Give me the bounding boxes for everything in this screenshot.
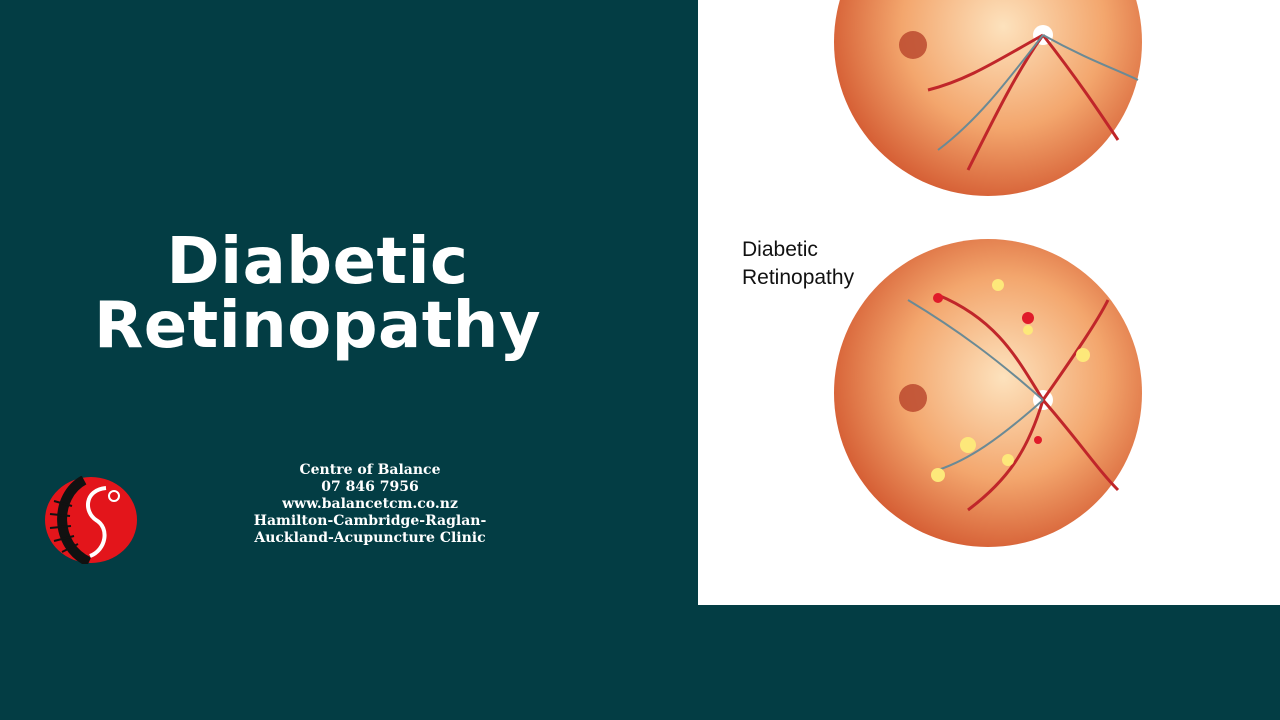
retina-illustration	[834, 0, 1142, 547]
locations: Hamilton-Cambridge-Raglan-	[253, 513, 487, 529]
dragon-logo	[45, 476, 137, 564]
clinic-name: Centre of Balance	[299, 462, 441, 478]
locations-cont: Auckland-Acupuncture Clinic	[254, 530, 486, 546]
label-line-1: Diabetic	[742, 238, 818, 261]
healthy-retina	[834, 0, 1142, 196]
phone-number: 07 846 7956	[321, 479, 419, 495]
illustration-label: Diabetic Retinopathy	[742, 236, 854, 292]
title-line-1: Diabetic	[166, 225, 469, 299]
label-line-2: Retinopathy	[742, 266, 855, 289]
page-title: Diabetic Retinopathy	[60, 230, 575, 358]
diabetic-retina	[834, 239, 1142, 547]
title-line-2: Retinopathy	[93, 289, 542, 363]
website: www.balancetcm.co.nz	[282, 496, 458, 512]
contact-info: Centre of Balance 07 846 7956 www.balanc…	[200, 462, 540, 547]
illustration-panel: Diabetic Retinopathy	[698, 0, 1280, 605]
